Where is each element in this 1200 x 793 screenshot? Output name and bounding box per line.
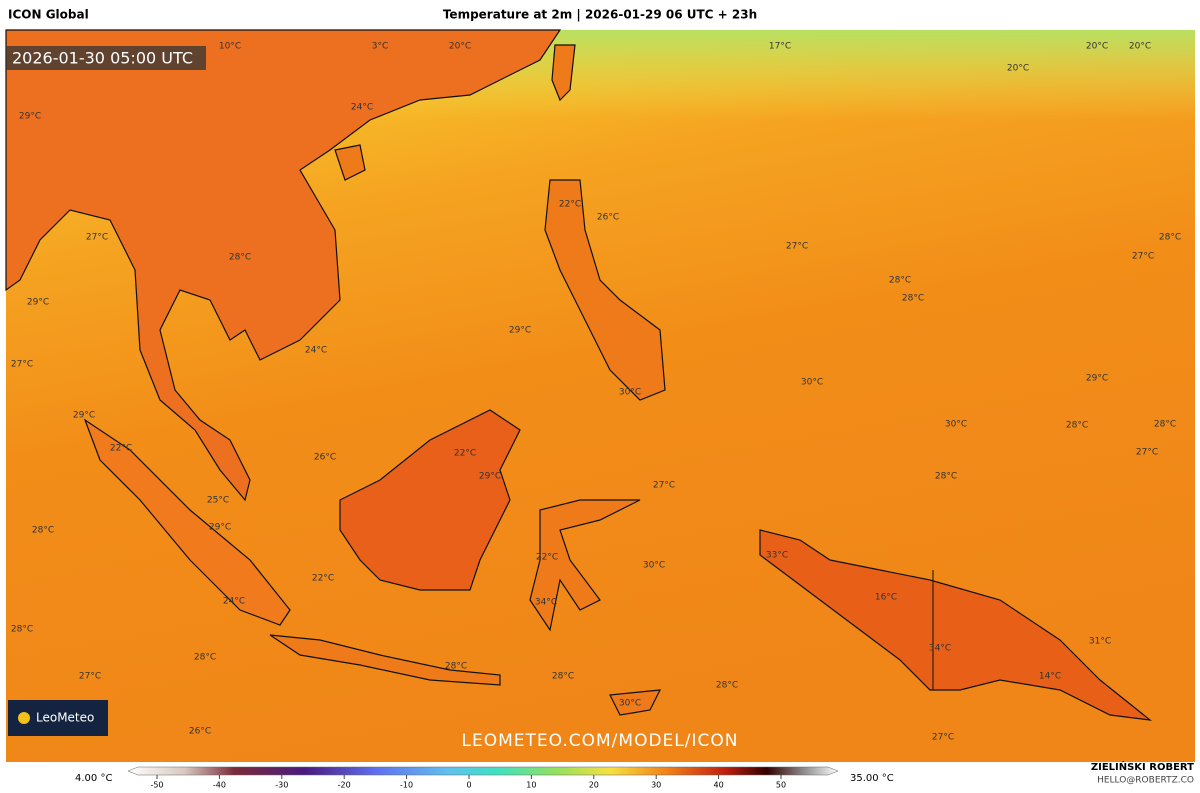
temp-label: 3°C [372, 42, 389, 52]
temp-label: 10°C [219, 42, 241, 52]
colorbar-tick-label: -10 [400, 781, 413, 790]
temp-label: 27°C [86, 233, 108, 243]
colorbar-tick-label: -40 [213, 781, 226, 790]
temp-label: 28°C [1154, 420, 1176, 430]
temp-label: 34°C [929, 644, 951, 654]
temp-label: 29°C [509, 326, 531, 336]
colorbar-tick-label: 0 [466, 781, 471, 790]
temp-label: 26°C [597, 213, 619, 223]
model-name: ICON Global [8, 8, 89, 22]
colorbar-tick-label: 30 [651, 781, 661, 790]
temp-label: 28°C [902, 294, 924, 304]
temp-label: 20°C [1129, 42, 1151, 52]
colorbar-tick-label: -50 [150, 781, 163, 790]
temp-label: 27°C [11, 360, 33, 370]
temp-label: 24°C [223, 597, 245, 607]
map: 10°C 3°C 20°C 17°C 20°C 20°C 20°C 24°C 29°C 22°C 2… [5, 29, 1195, 762]
temp-label: 34°C [535, 598, 557, 608]
colorbar-tick-label: -20 [338, 781, 351, 790]
temp-label: 30°C [801, 378, 823, 388]
temp-label: 28°C [194, 653, 216, 663]
temp-label: 28°C [935, 472, 957, 482]
temp-label: 28°C [32, 526, 54, 536]
email[interactable]: HELLO@ROBERTZ.CO [1097, 776, 1194, 786]
temp-label: 26°C [189, 727, 211, 737]
temp-label: 28°C [229, 253, 251, 263]
temp-label: 30°C [643, 561, 665, 571]
time-box [6, 46, 206, 70]
valid-time: 2026-01-30 05:00 UTC [12, 49, 193, 68]
temp-label: 20°C [449, 42, 471, 52]
temp-label: 22°C [559, 200, 581, 210]
temp-label: 26°C [314, 453, 336, 463]
temp-label: 29°C [1086, 374, 1108, 384]
temp-label: 33°C [766, 551, 788, 561]
temp-label: 27°C [653, 481, 675, 491]
watermark: LEOMETEO.COM/MODEL/ICON [462, 731, 739, 751]
colorbar-tick-label: -30 [275, 781, 288, 790]
temp-label: 22°C [110, 444, 132, 454]
temp-label: 25°C [207, 496, 229, 506]
logo[interactable]: LeoMeteo [36, 711, 94, 725]
temp-label: 24°C [351, 103, 373, 113]
temp-label: 22°C [536, 553, 558, 563]
temp-label: 27°C [1136, 448, 1158, 458]
map-labels: 10°C 3°C 20°C 17°C 20°C 20°C 20°C 24°C 29°C 22°C 2… [11, 42, 1181, 743]
temp-label: 24°C [305, 346, 327, 356]
colorbar-tick-label: 50 [776, 781, 786, 790]
temp-label: 28°C [889, 276, 911, 286]
temp-label: 28°C [1066, 421, 1088, 431]
temp-label: 22°C [454, 449, 476, 459]
land [5, 29, 1153, 721]
map-title: Temperature at 2m | 2026-01-29 06 UTC + … [443, 8, 757, 22]
temp-label: 30°C [619, 388, 641, 398]
temp-label: 17°C [769, 42, 791, 52]
temp-label: 14°C [1039, 672, 1061, 682]
temp-label: 29°C [479, 472, 501, 482]
temp-label: 28°C [1159, 233, 1181, 243]
temp-label: 28°C [716, 681, 738, 691]
temp-label: 20°C [1086, 42, 1108, 52]
temp-label: 27°C [79, 672, 101, 682]
temp-label: 22°C [312, 574, 334, 584]
logo-icon [18, 712, 30, 724]
author: ZIELIŃSKI ROBERT [1091, 760, 1194, 773]
colorbar [127, 766, 839, 776]
temp-label: 16°C [875, 593, 897, 603]
temp-label: 29°C [209, 523, 231, 533]
temp-label: 20°C [1007, 64, 1029, 74]
colorbar-ticks: -50 -40 -30 -20 -10 0 10 20 30 40 50 [150, 775, 786, 790]
temp-label: 29°C [19, 112, 41, 122]
temp-label: 28°C [445, 662, 467, 672]
temp-label: 28°C [11, 625, 33, 635]
temp-label: 27°C [932, 733, 954, 743]
temp-label: 31°C [1089, 637, 1111, 647]
legend-min: 4.00 °C [75, 773, 112, 784]
temp-label: 30°C [945, 420, 967, 430]
temp-label: 27°C [786, 242, 808, 252]
legend-max: 35.00 °C [850, 773, 894, 784]
temp-label: 28°C [552, 672, 574, 682]
temp-label: 29°C [27, 298, 49, 308]
temp-label: 30°C [619, 699, 641, 709]
colorbar-tick-label: 20 [589, 781, 599, 790]
temp-label: 27°C [1132, 252, 1154, 262]
colorbar-tick-label: 10 [526, 781, 536, 790]
colorbar-tick-label: 40 [714, 781, 724, 790]
temp-label: 29°C [73, 411, 95, 421]
